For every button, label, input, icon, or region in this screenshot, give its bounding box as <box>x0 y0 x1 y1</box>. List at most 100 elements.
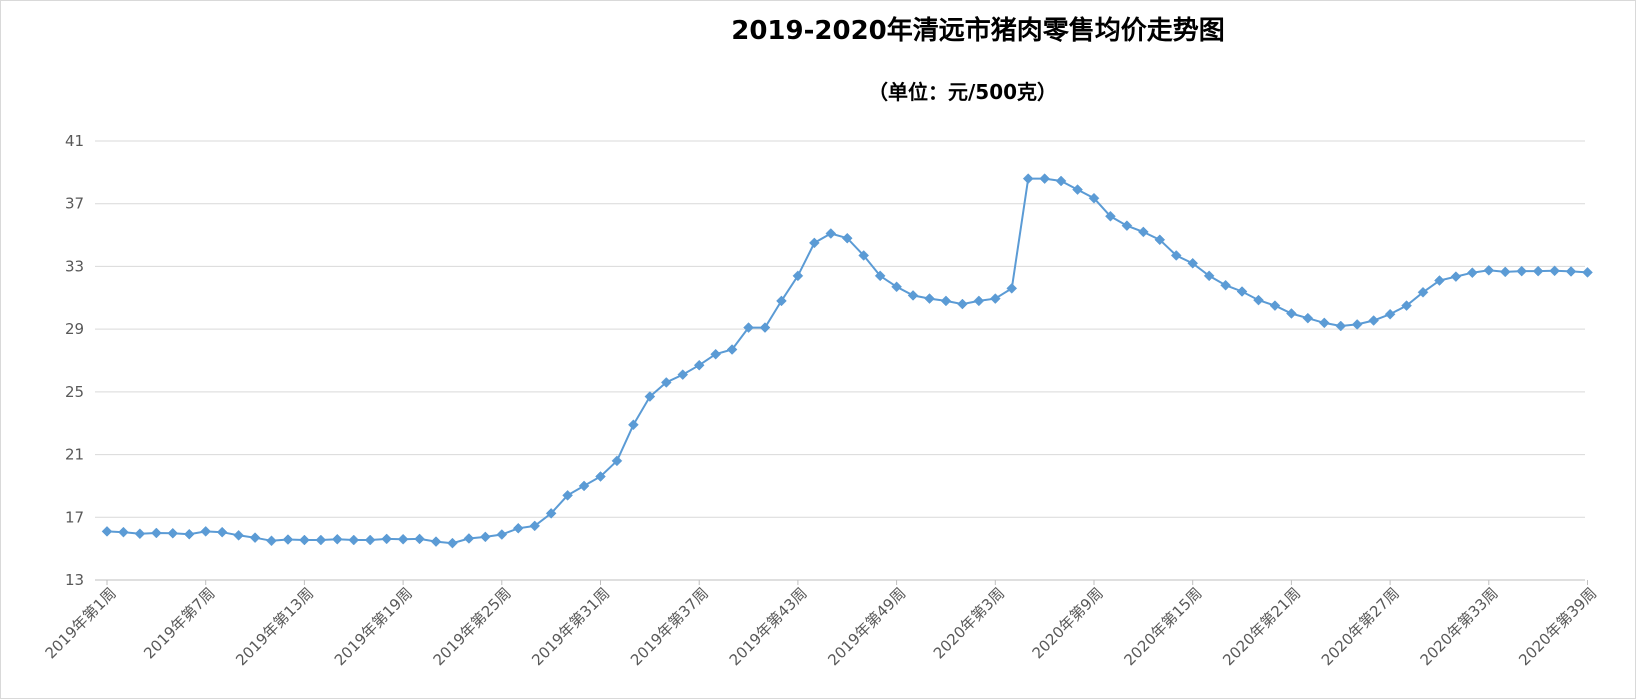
data-point <box>628 419 639 431</box>
data-point <box>841 232 853 244</box>
x-tick-label: 2019年第37周 <box>627 584 712 669</box>
data-point <box>266 535 277 547</box>
series-group <box>101 173 1593 549</box>
x-tick-label: 2020年第21周 <box>1219 584 1304 669</box>
data-point <box>743 322 754 333</box>
data-point <box>578 480 590 492</box>
data-point <box>644 391 656 402</box>
y-tick-label: 37 <box>65 195 84 213</box>
data-point <box>973 295 985 307</box>
x-tick-label: 2020年第39周 <box>1515 584 1600 669</box>
x-tick-label: 2020年第15周 <box>1120 584 1205 669</box>
y-tick-label: 21 <box>65 446 84 464</box>
data-point <box>496 529 508 540</box>
data-point <box>891 281 902 293</box>
x-tick-label: 2019年第1周 <box>42 584 120 662</box>
data-point <box>1417 286 1429 298</box>
data-point <box>348 534 360 546</box>
data-point <box>1022 173 1034 184</box>
data-point <box>1137 226 1149 238</box>
y-axis-ticks: 13 17 21 25 29 33 37 41 <box>65 132 84 589</box>
data-point <box>660 377 672 388</box>
data-point <box>150 527 162 539</box>
data-point <box>1532 265 1544 277</box>
data-point <box>677 369 689 380</box>
data-point <box>562 489 573 501</box>
data-point <box>1582 267 1593 278</box>
data-point <box>1384 308 1396 320</box>
data-point <box>331 533 343 545</box>
data-point <box>726 344 738 355</box>
x-tick-label: 2020年第9周 <box>1029 584 1107 662</box>
data-point <box>1302 312 1314 324</box>
data-point <box>1335 320 1347 332</box>
data-point <box>463 533 475 544</box>
x-tick-label: 2019年第25周 <box>430 584 515 669</box>
data-point <box>167 527 179 539</box>
data-point <box>414 533 425 545</box>
data-point <box>808 237 820 249</box>
data-point <box>693 359 705 371</box>
chart-subtitle: （单位：元/500克） <box>868 80 1058 104</box>
data-point <box>1220 279 1231 291</box>
data-point <box>1006 283 1018 294</box>
data-point <box>776 295 787 307</box>
data-point <box>1434 275 1445 286</box>
data-point <box>299 534 310 546</box>
data-point <box>1253 294 1264 306</box>
x-tick-label: 2019年第49周 <box>824 584 909 669</box>
chart-title: 2019-2020年清远市猪肉零售均价走势图 <box>731 16 1225 46</box>
gridlines <box>95 140 1585 581</box>
data-point <box>1055 175 1067 187</box>
data-point <box>101 526 113 537</box>
x-tick-label: 2020年第33周 <box>1417 584 1502 669</box>
data-point <box>1401 300 1412 311</box>
data-point <box>512 522 524 534</box>
data-point <box>595 471 606 482</box>
data-point <box>282 534 294 545</box>
data-point <box>315 534 327 546</box>
data-point <box>1121 220 1133 232</box>
data-point <box>233 529 244 541</box>
data-point <box>825 228 837 239</box>
data-point <box>924 293 935 304</box>
y-tick-label: 41 <box>65 132 84 150</box>
data-point <box>792 270 804 282</box>
data-point <box>529 520 541 532</box>
data-point <box>611 455 623 467</box>
x-tick-label: 2020年第3周 <box>930 584 1008 662</box>
data-point <box>1039 173 1051 184</box>
data-point <box>957 298 968 310</box>
data-point <box>710 348 722 360</box>
data-point <box>1187 257 1199 269</box>
data-point <box>1170 250 1182 261</box>
x-tick-label: 2020年第27周 <box>1318 584 1403 669</box>
data-point <box>183 528 195 540</box>
data-point <box>397 533 409 545</box>
y-tick-label: 29 <box>65 320 84 338</box>
data-point <box>989 293 1001 304</box>
data-point <box>249 532 261 544</box>
data-point <box>1466 267 1478 279</box>
x-tick-label: 2019年第31周 <box>528 584 613 669</box>
data-point <box>1105 210 1116 222</box>
x-tick-label: 2019年第7周 <box>140 584 218 662</box>
y-tick-label: 17 <box>65 508 84 526</box>
data-point <box>874 270 886 282</box>
y-tick-label: 25 <box>65 383 84 401</box>
data-point <box>1088 192 1100 204</box>
x-tick-label: 2019年第19周 <box>331 584 416 669</box>
data-point <box>479 531 491 543</box>
data-point <box>1269 300 1281 311</box>
y-tick-label: 13 <box>65 571 84 589</box>
data-point <box>1236 286 1248 297</box>
data-point <box>1483 264 1495 276</box>
data-point <box>1351 319 1363 330</box>
data-point <box>907 290 919 301</box>
data-point <box>364 534 376 546</box>
data-point <box>1203 270 1215 282</box>
data-point <box>1516 265 1528 277</box>
data-point <box>1368 315 1380 326</box>
